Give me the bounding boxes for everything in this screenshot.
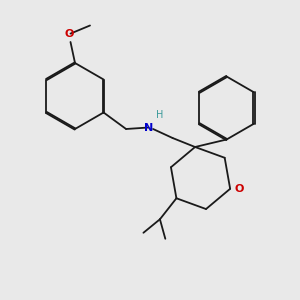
Text: O: O [64,29,74,39]
Text: O: O [235,184,244,194]
Text: N: N [144,122,153,133]
Text: H: H [156,110,164,120]
